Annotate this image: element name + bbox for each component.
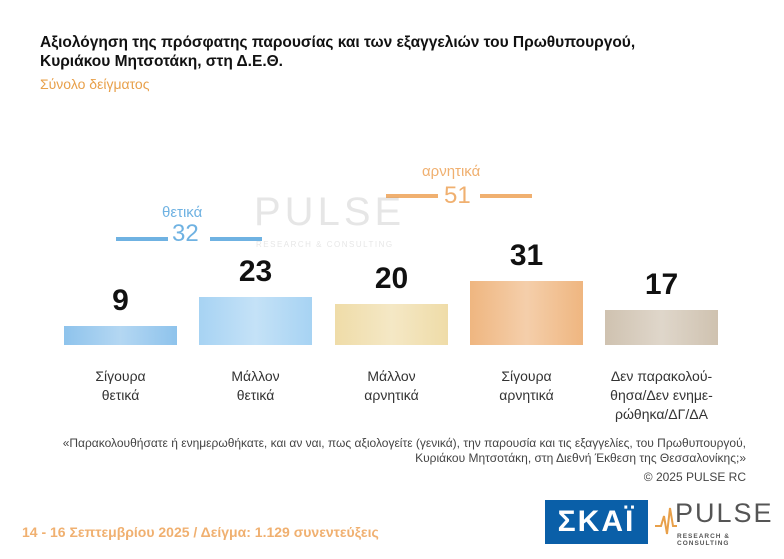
survey-footer: 14 - 16 Σεπτεμβρίου 2025 / Δείγμα: 1.129… xyxy=(22,524,379,540)
category-label: Σίγουρα θετικά xyxy=(95,368,146,403)
category-label: Μάλλον αρνητικά xyxy=(364,368,419,403)
pulse-logo-text: PULSE xyxy=(675,498,774,528)
bar-value-label: 23 xyxy=(238,255,273,288)
group-bracket-line xyxy=(210,237,262,241)
bar xyxy=(605,310,718,345)
bar xyxy=(335,304,448,345)
bar xyxy=(64,326,177,345)
watermark-tagline: RESEARCH & CONSULTING xyxy=(256,240,394,249)
bar xyxy=(199,297,312,345)
positive-group-label: θετικά xyxy=(162,204,203,221)
copyright-text: © 2025 PULSE RC xyxy=(643,470,746,484)
bar-value-label: 17 xyxy=(644,268,679,301)
category-label: Μάλλον θετικά xyxy=(231,368,280,403)
pulse-logo: PULSE RESEARCH & CONSULTING xyxy=(655,498,777,548)
positive-group-total: 32 xyxy=(172,220,199,247)
negative-group-label: αρνητικά xyxy=(422,163,481,180)
category-label: Δεν παρακολού- θησα/Δεν ενημε- ρώθηκα/ΔΓ… xyxy=(610,368,713,422)
group-bracket-line xyxy=(116,237,168,241)
chart-subtitle: Σύνολο δείγματος xyxy=(40,76,150,92)
column-background xyxy=(57,110,184,350)
pulse-heartbeat-icon xyxy=(655,507,677,535)
group-bracket-line xyxy=(386,194,438,198)
bar xyxy=(470,281,583,345)
survey-question: «Παρακολουθήσατε ή ενημερωθήκατε, και αν… xyxy=(62,436,746,465)
bar-value-label: 20 xyxy=(374,262,409,295)
watermark-brand: PULSE xyxy=(254,190,406,234)
chart-title: Αξιολόγηση της πρόσφατης παρουσίας και τ… xyxy=(40,34,636,70)
bar-value-label: 31 xyxy=(509,239,544,272)
bar-value-label: 9 xyxy=(112,284,129,317)
category-label: Σίγουρα αρνητικά xyxy=(499,368,554,403)
negative-group-total: 51 xyxy=(444,182,471,209)
pulse-logo-tagline: RESEARCH & CONSULTING xyxy=(677,533,730,547)
skai-logo: ΣΚΑΪ xyxy=(545,500,648,544)
group-bracket-line xyxy=(480,194,532,198)
